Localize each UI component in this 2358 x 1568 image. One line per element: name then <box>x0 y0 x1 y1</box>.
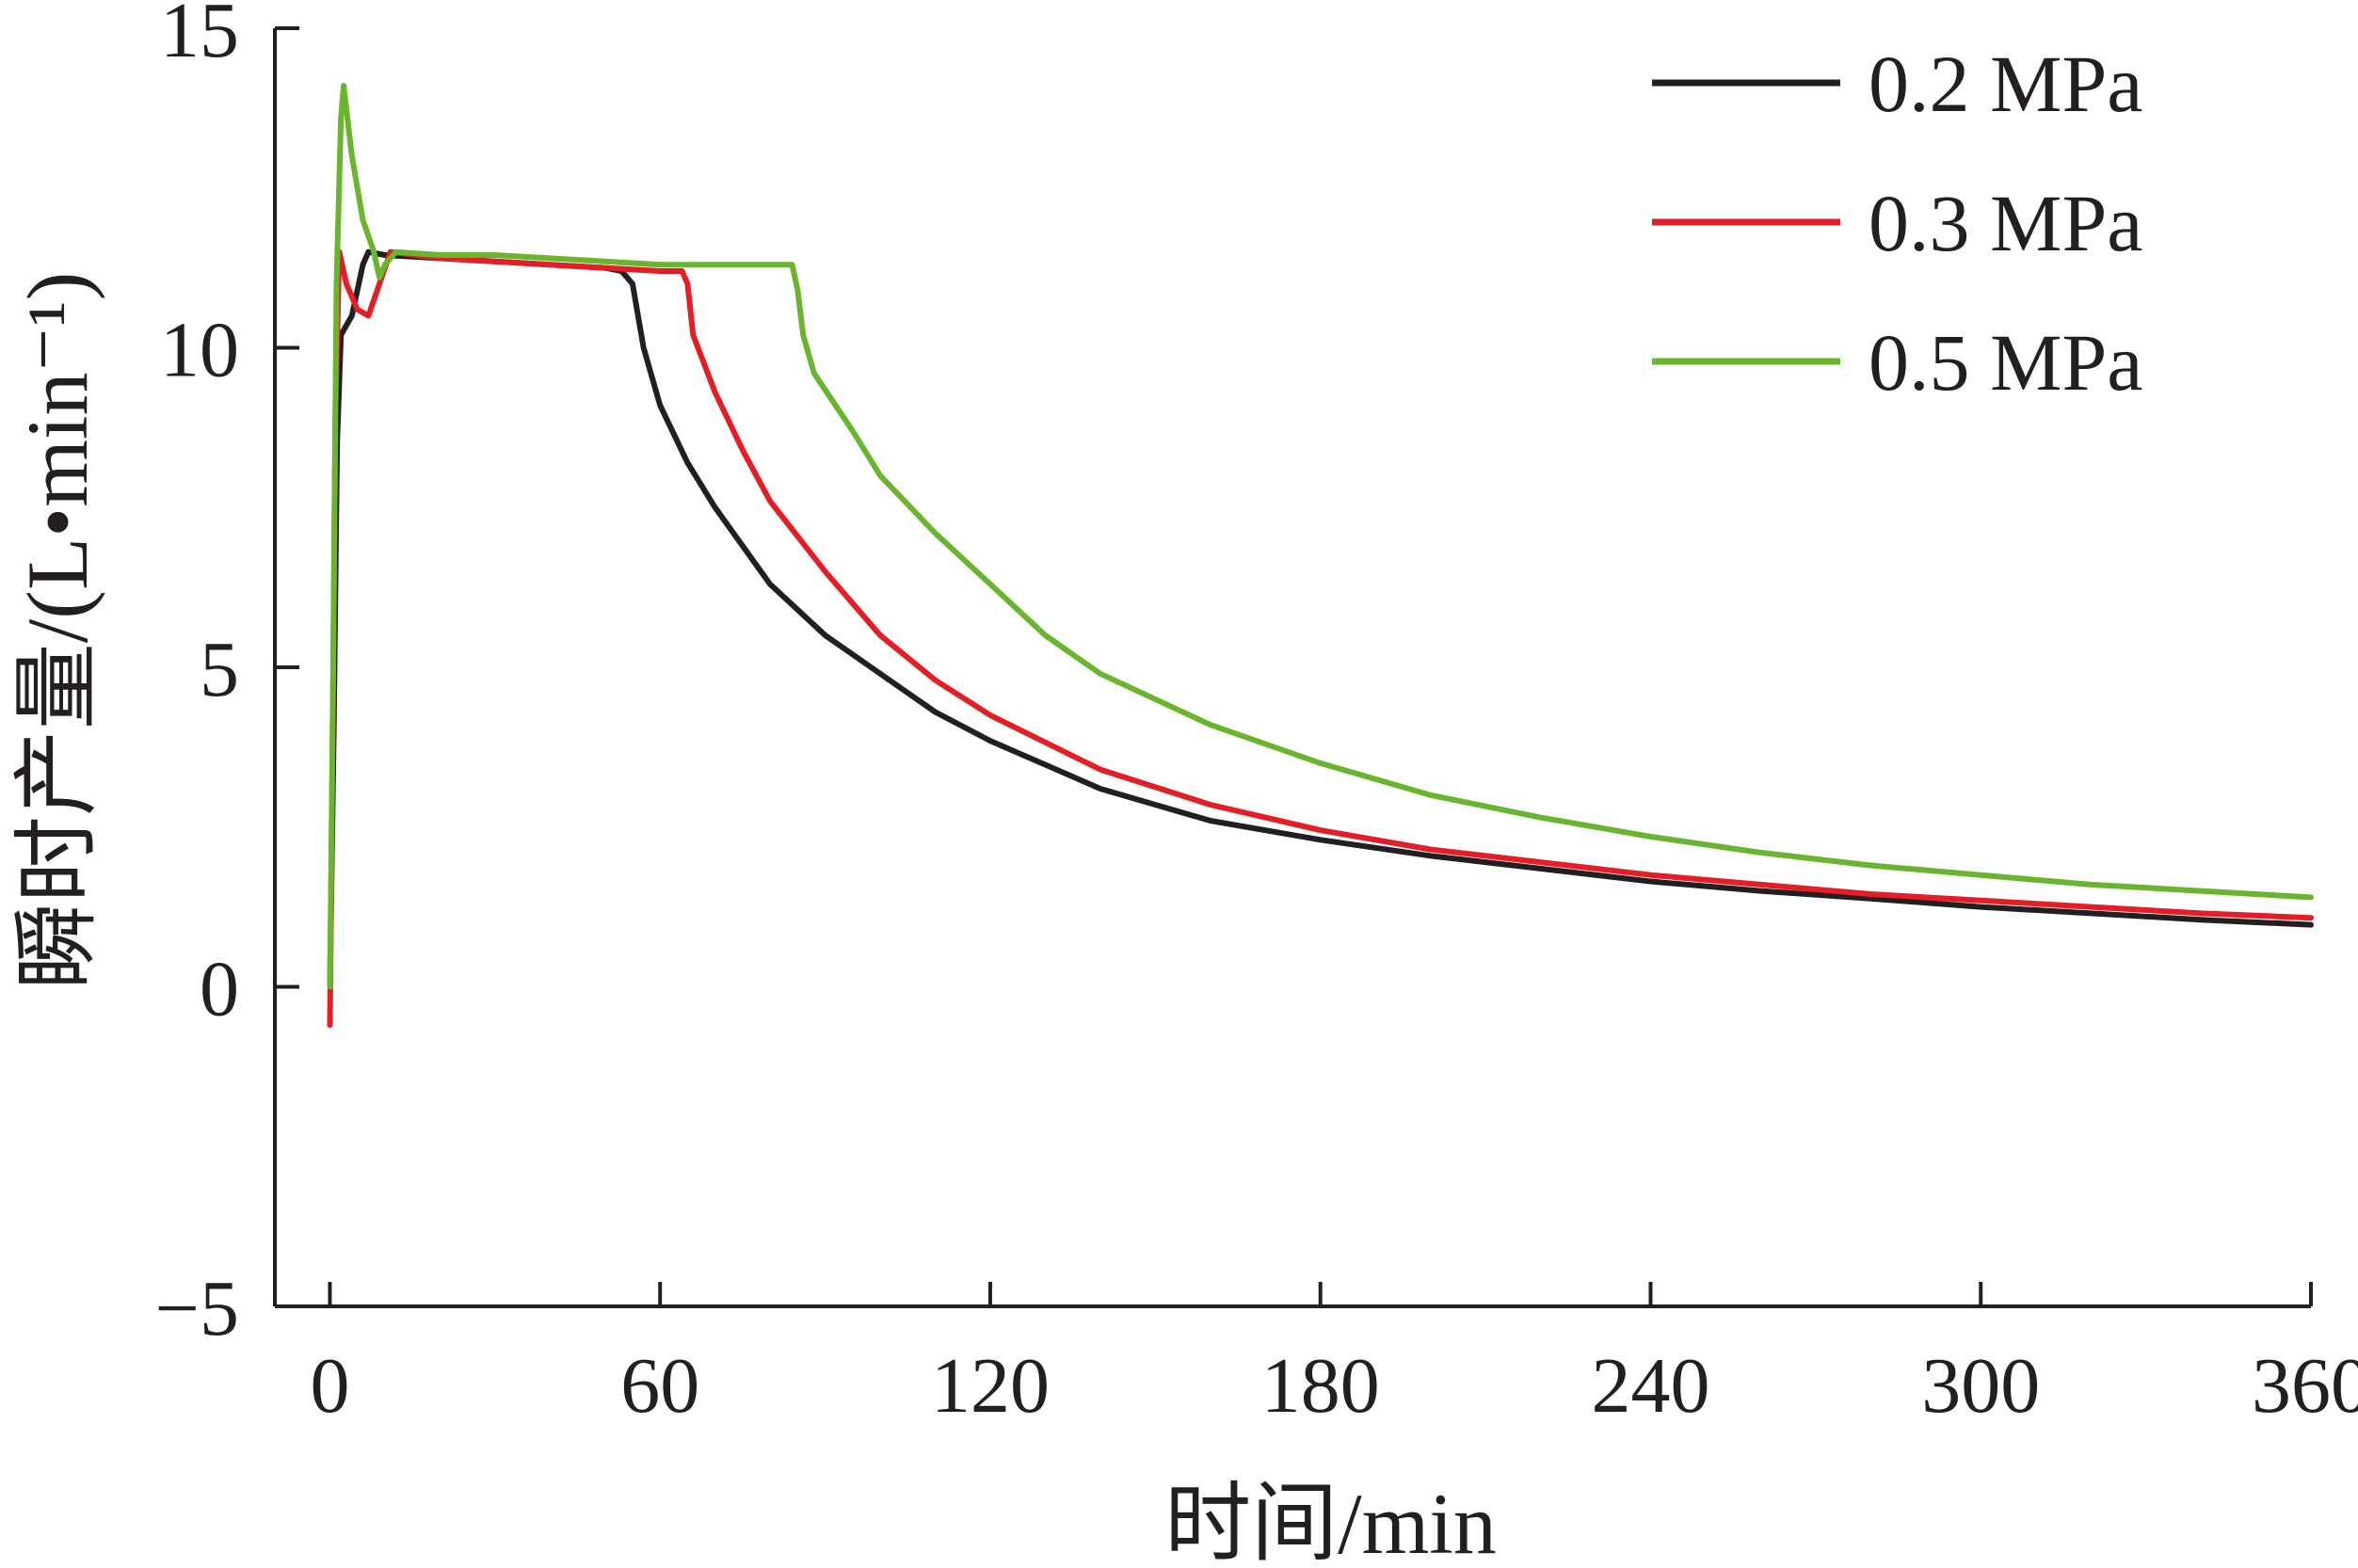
x-tick-label: 120 <box>931 1342 1050 1430</box>
x-tick-label: 60 <box>620 1342 699 1430</box>
legend-label: 0.3 MPa <box>1869 178 2142 268</box>
legend-label: 0.5 MPa <box>1869 317 2142 408</box>
y-tick-label: 5 <box>200 626 239 713</box>
series-line-1 <box>327 248 2314 1029</box>
legend: 0.2 MPa 0.3 MPa 0.5 MPa <box>1652 39 2142 408</box>
legend-label: 0.2 MPa <box>1869 39 2142 129</box>
x-tick-label: 300 <box>1921 1342 2040 1430</box>
series-line-2 <box>327 83 2314 990</box>
x-axis-title: 时间/min <box>1164 1476 1497 1568</box>
x-tick-label: 240 <box>1591 1342 1709 1430</box>
y-axis-title: 瞬时产量/(L•min⁻¹) <box>9 272 105 990</box>
y-tick-label: 10 <box>160 307 239 394</box>
x-tick-label: 180 <box>1261 1342 1380 1430</box>
y-tick-label: 0 <box>200 946 239 1033</box>
series-layer <box>327 83 2314 1029</box>
ticks: 15 10 5 0 −5 0 60 120 180 240 300 360 <box>155 0 2358 1430</box>
y-tick-label: 15 <box>160 0 239 74</box>
series-line-0 <box>327 248 2314 990</box>
x-tick-label: 360 <box>2252 1342 2358 1430</box>
x-tick-label: 0 <box>310 1342 349 1430</box>
y-tick-label: −5 <box>155 1265 239 1352</box>
